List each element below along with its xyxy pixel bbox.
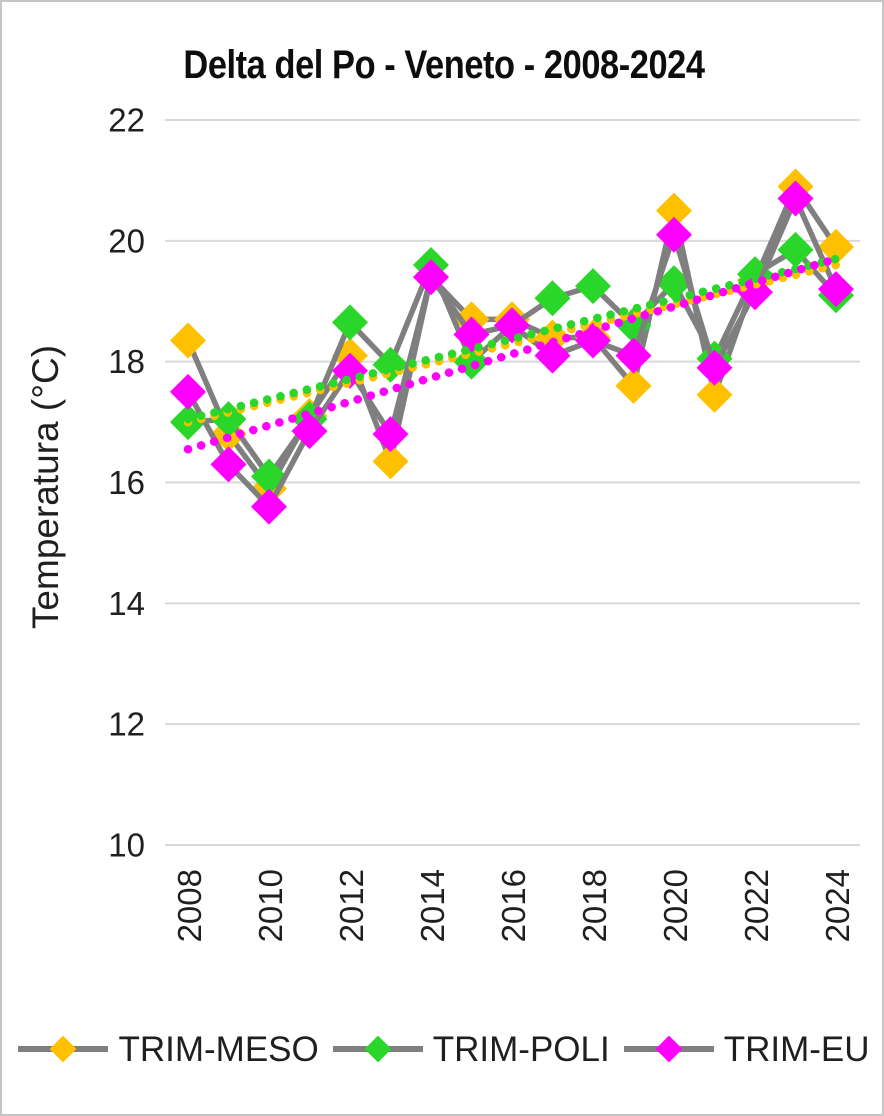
diamond-marker-icon <box>655 1035 683 1063</box>
y-tick-label: 18 <box>108 343 145 380</box>
legend-item-trim-eu: TRIM-EU <box>623 1029 870 1069</box>
x-tick-label: 2012 <box>333 869 370 942</box>
series-markers-trim-poli <box>170 231 854 495</box>
chart-title-text: Delta del Po - Veneto - 2008-2024 <box>183 43 705 87</box>
y-tick-label: 22 <box>108 102 145 139</box>
chart-title: Delta del Po - Veneto - 2008-2024 <box>2 38 882 92</box>
legend-item-trim-meso: TRIM-MESO <box>18 1029 319 1069</box>
y-tick-label: 16 <box>108 464 145 501</box>
diamond-marker-icon <box>364 1035 392 1063</box>
x-tick-label: 2008 <box>171 869 208 942</box>
x-tick-label: 2016 <box>495 869 532 942</box>
series-markers-trim-eu <box>170 180 854 525</box>
y-tick-label: 10 <box>108 827 145 864</box>
x-tick-label: 2022 <box>738 869 775 942</box>
legend-line-icon <box>18 1035 109 1063</box>
y-axis-title: Temperatura (°C) <box>25 345 66 629</box>
chart-legend: TRIM-MESO TRIM-POLI TRIM-EU <box>2 1016 882 1082</box>
legend-label: TRIM-MESO <box>118 1029 319 1069</box>
x-tick-label: 2024 <box>819 869 856 942</box>
trendline-trim-eu <box>183 254 841 454</box>
trendline-trim-poli <box>183 254 841 424</box>
y-tick-label: 12 <box>108 706 145 743</box>
legend-item-trim-poli: TRIM-POLI <box>332 1029 610 1069</box>
diamond-marker-icon <box>50 1035 77 1063</box>
y-tick-label: 20 <box>108 222 145 259</box>
y-tick-label: 14 <box>108 585 145 622</box>
x-tick-label: 2020 <box>657 869 694 942</box>
legend-label: TRIM-POLI <box>432 1029 610 1069</box>
x-tick-label: 2018 <box>576 869 613 942</box>
x-tick-label: 2014 <box>414 869 451 942</box>
x-tick-label: 2010 <box>252 869 289 942</box>
legend-line-icon <box>332 1035 423 1063</box>
legend-line-icon <box>623 1035 714 1063</box>
legend-label: TRIM-EU <box>723 1029 870 1069</box>
